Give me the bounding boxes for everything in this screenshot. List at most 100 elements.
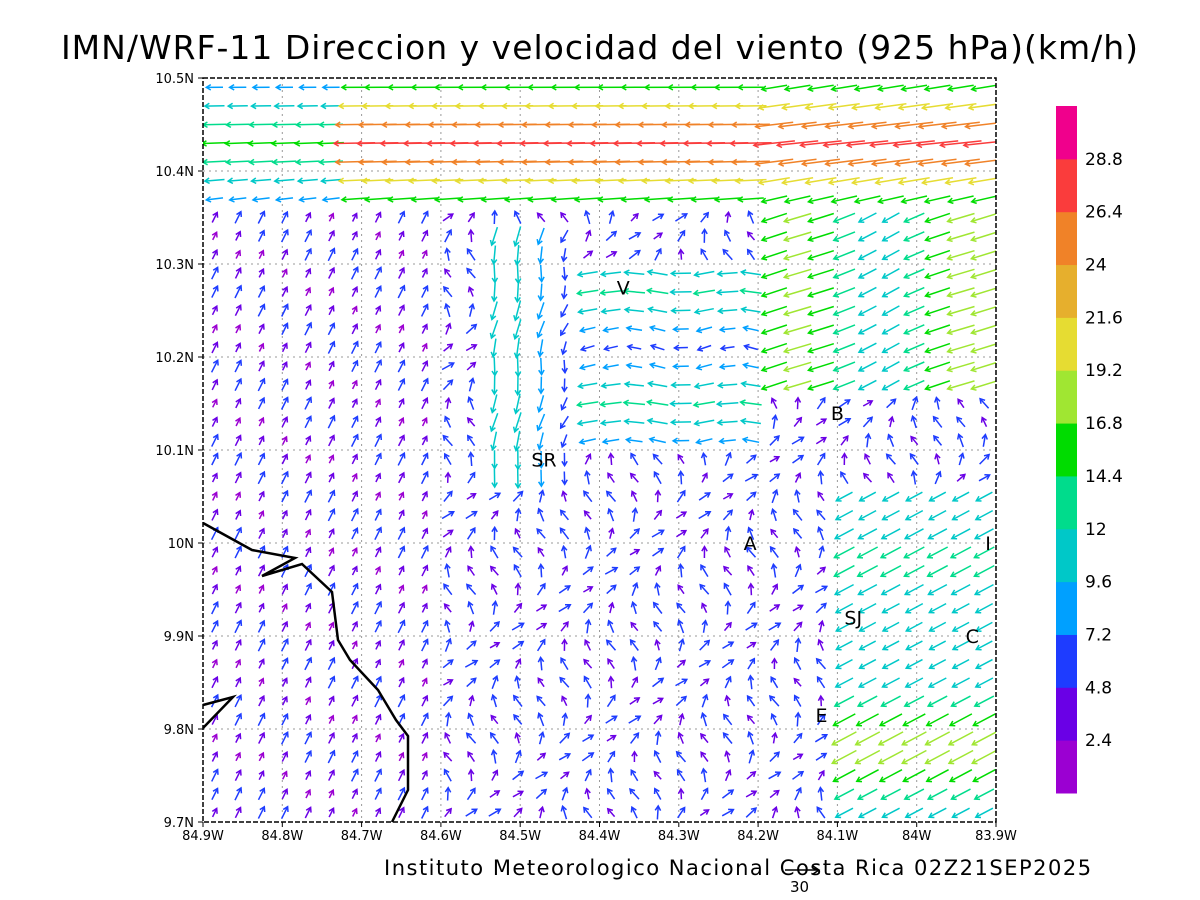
wind-vector [825,158,864,165]
wind-vector-head [466,434,473,442]
wind-vector-head [329,582,336,589]
wind-vector-head [375,750,382,758]
wind-vector-head [607,452,615,459]
wind-vector-head [447,213,455,220]
wind-vector [234,472,242,484]
wind-vector-head [258,677,265,684]
wind-vector-head [951,626,959,633]
wind-vector [621,197,648,201]
wind-vector-head [536,331,543,339]
wind-vector [952,602,970,614]
wind-vector-head [611,566,619,573]
wind-vector [904,528,924,540]
wind-vector-head [932,434,940,442]
wind-vector [655,640,660,651]
wind-vector-head [819,713,826,720]
wind-vector-head [422,396,429,404]
wind-vector [819,787,823,801]
wind-vector-head [881,328,888,335]
wind-vector-head [296,177,304,185]
wind-vector-head [490,351,498,359]
wind-vector [468,304,474,317]
wind-vector-head [361,102,368,110]
wind-vector [561,696,568,707]
wind-vector-head [747,526,754,534]
wind-vector-head [797,454,805,461]
wind-vector-head [727,789,735,796]
wind-vector-head [467,228,475,236]
wind-vector [606,491,617,502]
wind-vector [272,123,297,126]
wind-vector [701,603,708,614]
wind-vector-head [281,268,288,275]
wind-vector [749,509,754,521]
wind-vector-head [800,160,808,167]
wind-vector-head [631,507,639,514]
wind-vector-head [646,417,654,425]
wind-vector-head [835,626,842,633]
wind-vector-head [920,178,928,186]
wind-vector-head [305,546,312,554]
wind-vector [583,250,593,259]
wind-vector-head [235,658,242,666]
wind-vector-head [212,693,219,701]
wind-vector-head [855,776,863,783]
wind-vector-head [746,694,753,702]
wind-vector-head [588,752,595,759]
wind-vector [327,248,335,262]
wind-vector-head [281,770,288,777]
wind-vector [583,586,593,593]
wind-vector-head [399,786,406,794]
wind-vector-head [536,528,543,535]
wind-vector-head [235,565,242,572]
wind-vector-head [497,121,504,129]
wind-vector-head [235,471,242,479]
wind-vector [257,230,265,242]
wind-vector [833,249,856,260]
wind-vector-head [625,325,633,332]
wind-vector-head [538,369,545,377]
wind-vector [466,248,476,261]
wind-vector-head [250,177,257,185]
wind-vector [974,564,995,577]
wind-vector-head [537,350,544,358]
wind-vector-head [881,495,889,502]
wind-vector [600,401,622,406]
wind-vector-head [947,739,955,746]
wind-vector [859,640,877,651]
wind-vector-head [259,470,266,478]
wind-vector-head [468,694,475,702]
wind-vector [374,267,382,280]
wind-vector [952,509,970,521]
wind-vector-head [305,602,312,610]
wind-vector [251,178,272,182]
wind-vector-head [318,121,325,129]
wind-vector-head [742,325,749,332]
wind-vector-head [293,140,301,147]
wind-vector-head [514,296,521,304]
wind-vector-head [858,663,865,670]
wind-vector-head [946,365,953,373]
wind-vector-head [512,546,519,553]
wind-vector [515,733,520,744]
wind-vector-head [376,600,383,608]
y-tick-label: 10.2N [155,351,194,366]
wind-vector [583,490,593,503]
wind-vector [895,121,934,128]
wind-vector [723,583,732,596]
wind-vector [656,731,660,745]
wind-vector-head [282,322,289,329]
wind-vector-head [713,83,720,91]
wind-vector-head [949,552,957,559]
wind-vector [234,304,242,317]
wind-vector-head [447,679,454,685]
wind-vector [327,676,335,689]
wind-vector-head [474,158,481,166]
wind-vector-head [328,621,335,629]
wind-vector-head [274,196,282,203]
wind-vector-head [796,732,803,739]
wind-vector [235,566,241,576]
wind-vector-head [857,682,865,689]
wind-vector [835,677,854,688]
wind-vector [374,434,382,448]
